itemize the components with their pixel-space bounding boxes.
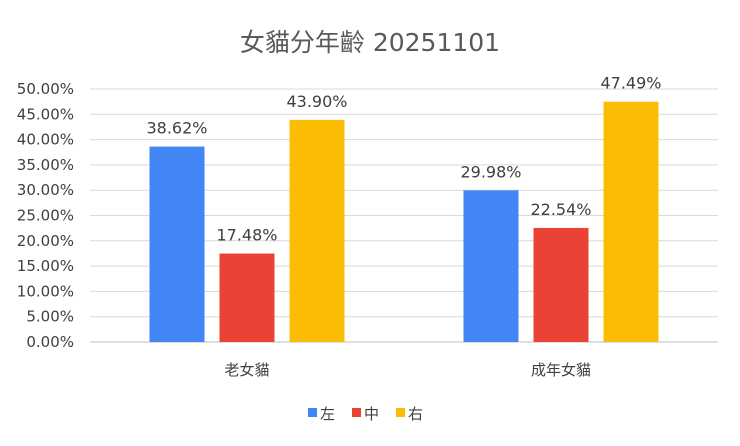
y-tick-label: 20.00%	[17, 232, 74, 250]
legend: 左中右	[308, 405, 423, 423]
bar-2-0	[289, 119, 345, 342]
category-label: 老女貓	[224, 361, 269, 379]
bars	[149, 101, 659, 343]
data-label: 47.49%	[600, 74, 661, 93]
y-tick-label: 40.00%	[17, 131, 74, 149]
y-tick-label: 45.00%	[17, 105, 74, 123]
y-tick-label: 15.00%	[17, 257, 74, 275]
y-tick-label: 5.00%	[26, 308, 74, 326]
legend-swatch	[396, 408, 405, 417]
legend-label: 右	[408, 405, 423, 423]
data-label: 29.98%	[460, 162, 521, 181]
y-tick-label: 0.00%	[26, 333, 74, 351]
data-label: 22.54%	[530, 200, 591, 219]
legend-label: 中	[364, 405, 379, 423]
data-label: 38.62%	[146, 119, 207, 138]
data-label: 17.48%	[216, 226, 277, 245]
chart-title: 女貓分年齡 20251101	[240, 28, 500, 57]
data-label: 43.90%	[286, 92, 347, 111]
y-axis-ticks: 0.00% 5.00% 10.00% 15.00% 20.00% 25.00% 30.00%…	[17, 80, 74, 351]
data-labels: 38.62% 17.48% 43.90% 29.98% 22.54% 47.49%	[146, 74, 661, 245]
y-tick-label: 50.00%	[17, 80, 74, 98]
legend-swatch	[308, 408, 317, 417]
y-tick-label: 25.00%	[17, 207, 74, 225]
legend-label: 左	[320, 405, 335, 423]
category-label: 成年女貓	[531, 361, 591, 379]
x-axis-categories: 老女貓 成年女貓	[224, 361, 591, 379]
bar-0-1	[463, 190, 519, 342]
y-tick-label: 10.00%	[17, 282, 74, 300]
y-tick-label: 30.00%	[17, 181, 74, 199]
bar-0-0	[149, 146, 205, 342]
legend-swatch	[352, 408, 361, 417]
bar-2-1	[603, 101, 659, 343]
y-tick-label: 35.00%	[17, 156, 74, 174]
bar-1-1	[533, 227, 589, 342]
bar-1-0	[219, 253, 275, 342]
